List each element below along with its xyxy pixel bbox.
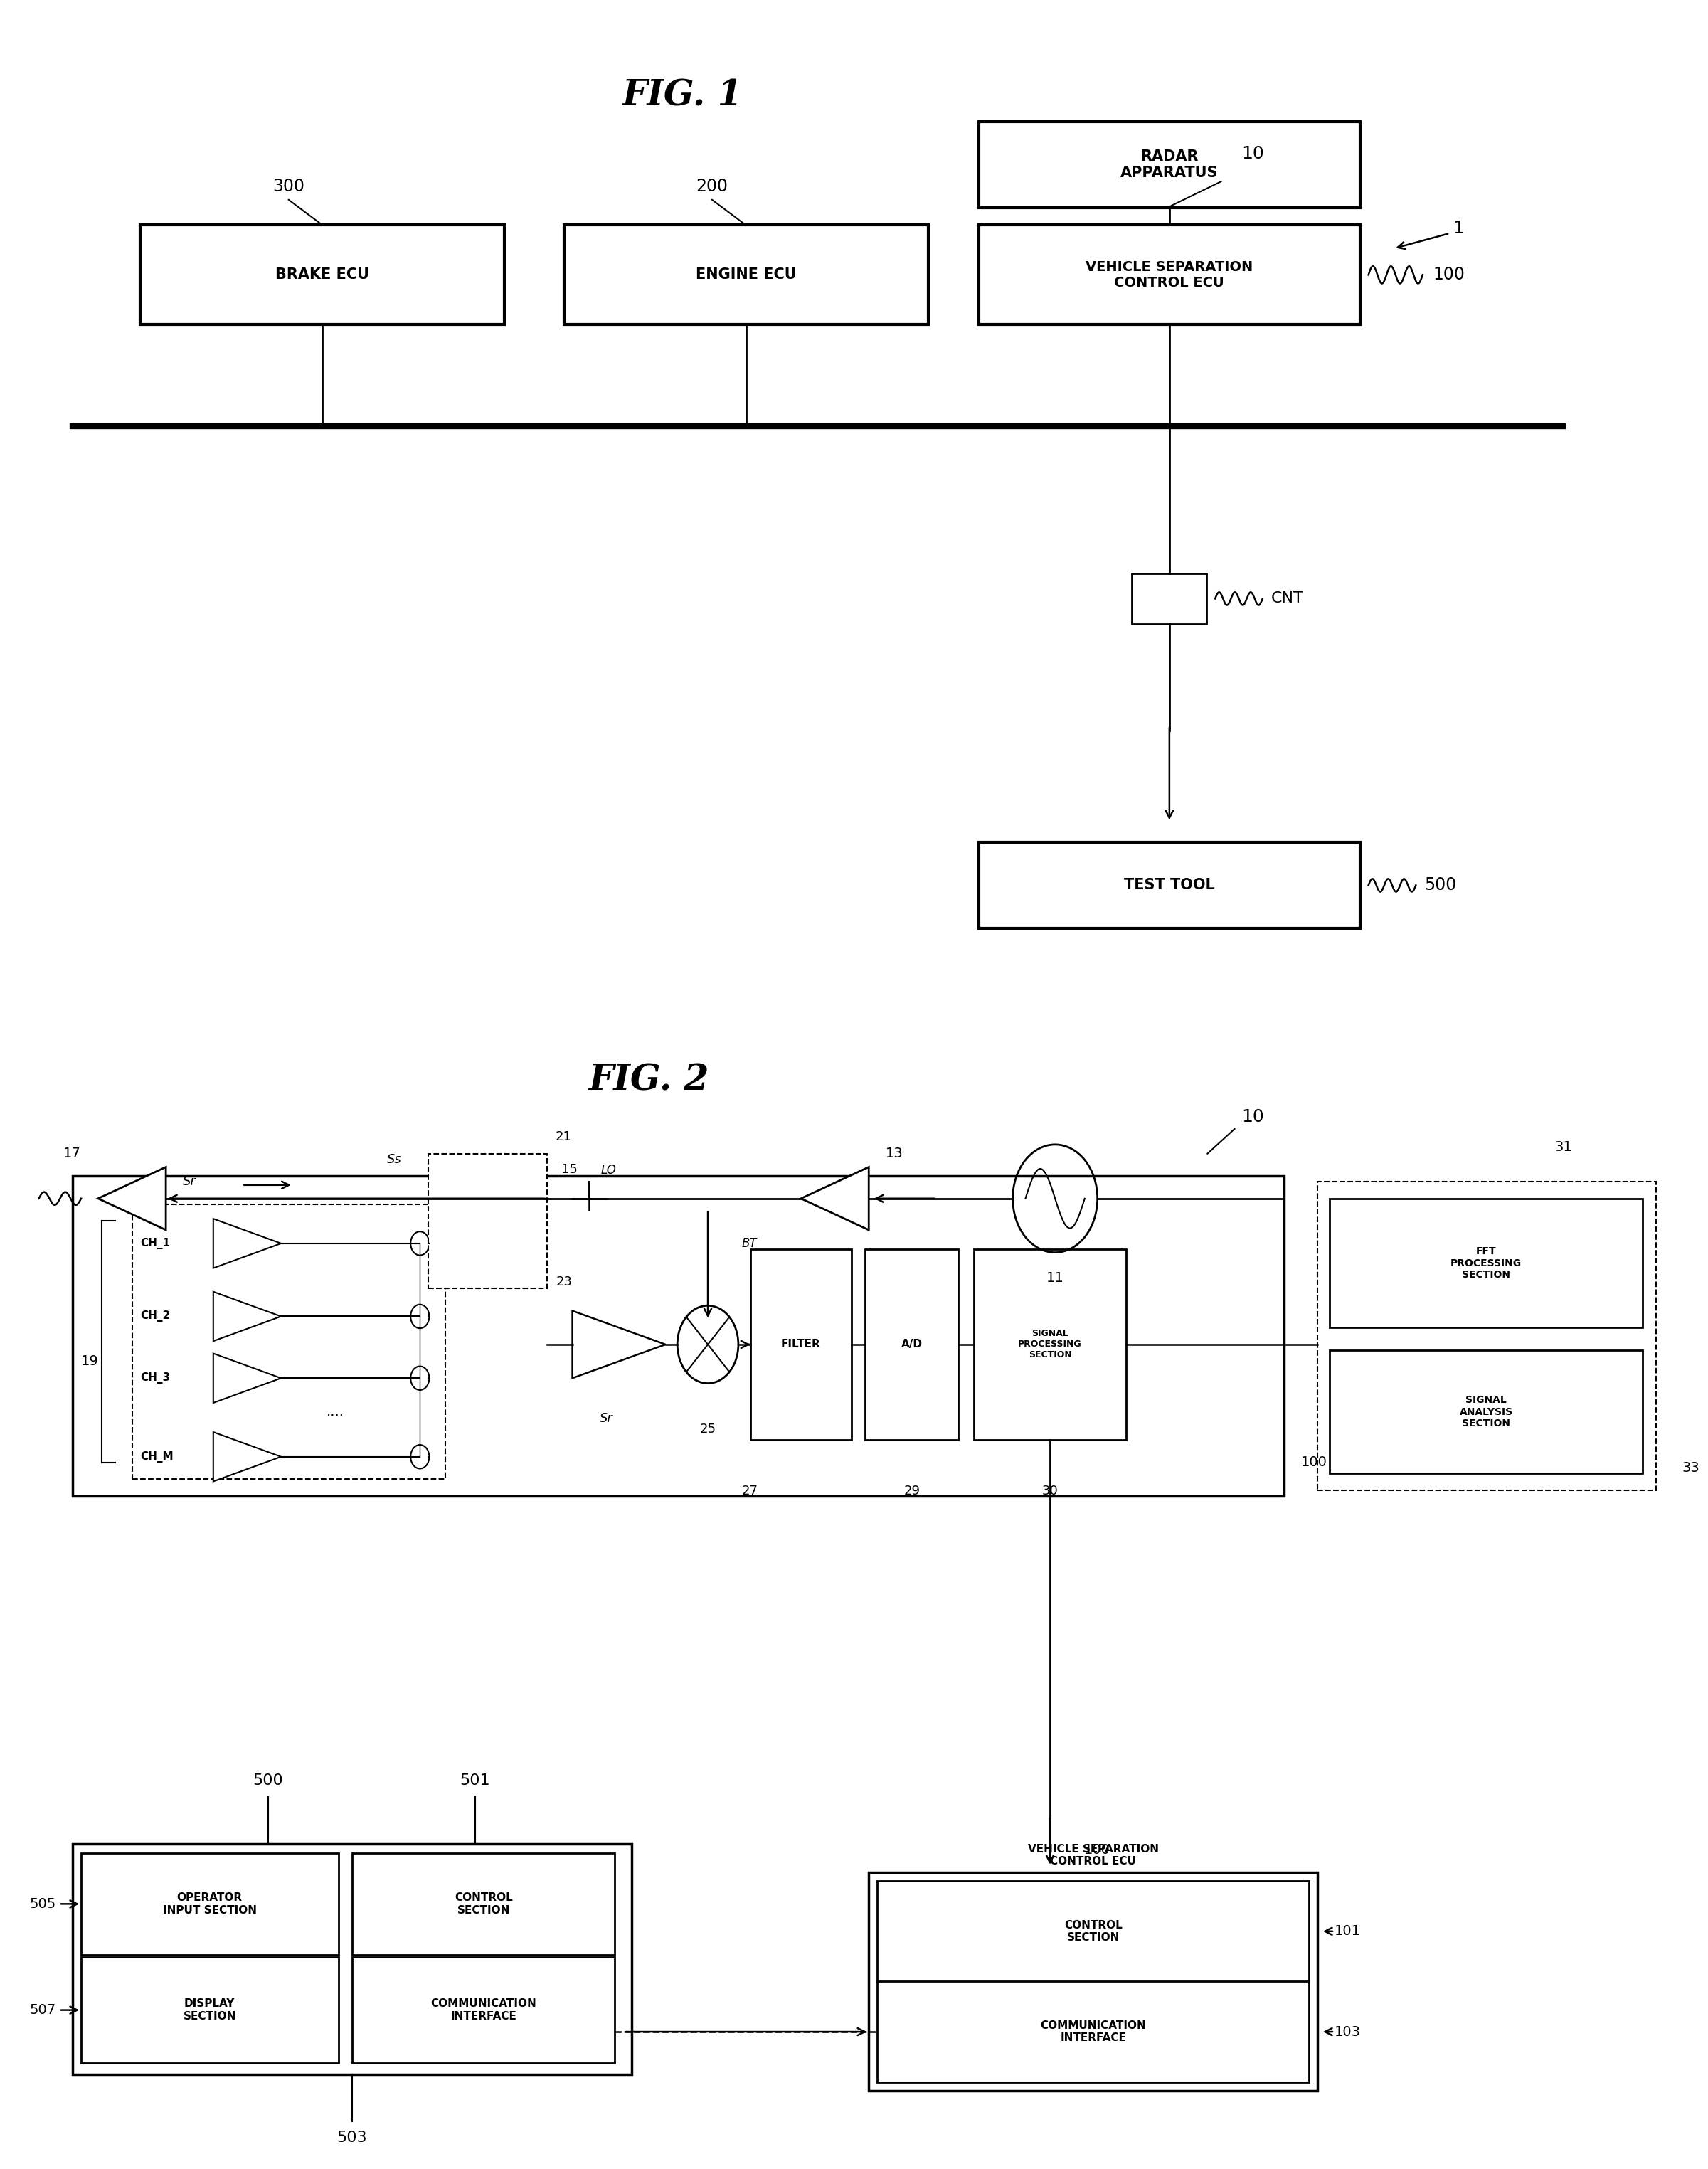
Text: CH_1: CH_1 — [140, 1238, 171, 1249]
FancyBboxPatch shape — [974, 1249, 1126, 1440]
Text: 29: 29 — [904, 1486, 921, 1497]
FancyBboxPatch shape — [1329, 1349, 1643, 1473]
Text: 31: 31 — [1554, 1141, 1571, 1154]
Text: CH_M: CH_M — [140, 1451, 174, 1462]
FancyBboxPatch shape — [429, 1154, 547, 1288]
Text: SIGNAL
PROCESSING
SECTION: SIGNAL PROCESSING SECTION — [1018, 1330, 1081, 1360]
Text: 15: 15 — [562, 1163, 577, 1176]
FancyBboxPatch shape — [878, 1982, 1308, 2082]
Text: OPERATOR
INPUT SECTION: OPERATOR INPUT SECTION — [162, 1891, 256, 1915]
Text: 500: 500 — [253, 1774, 284, 1787]
Text: 10: 10 — [1242, 1108, 1264, 1126]
Text: 11: 11 — [1047, 1271, 1064, 1284]
Text: RADAR
APPARATUS: RADAR APPARATUS — [1120, 150, 1218, 180]
Text: CONTROL
SECTION: CONTROL SECTION — [1064, 1920, 1122, 1943]
FancyBboxPatch shape — [878, 1881, 1308, 1982]
Text: DISPLAY
SECTION: DISPLAY SECTION — [183, 1998, 236, 2022]
Polygon shape — [801, 1167, 869, 1230]
Text: CONTROL
SECTION: CONTROL SECTION — [454, 1891, 512, 1915]
FancyBboxPatch shape — [73, 1844, 632, 2074]
Polygon shape — [97, 1167, 166, 1230]
Text: LO: LO — [601, 1165, 617, 1178]
Text: 30: 30 — [1042, 1486, 1057, 1497]
Text: FIG. 2: FIG. 2 — [588, 1063, 709, 1098]
Text: 103: 103 — [1334, 2026, 1361, 2039]
FancyBboxPatch shape — [1329, 1199, 1643, 1327]
Polygon shape — [214, 1219, 282, 1269]
Text: CH_2: CH_2 — [140, 1310, 171, 1323]
FancyBboxPatch shape — [979, 842, 1360, 928]
Text: TEST TOOL: TEST TOOL — [1124, 878, 1214, 891]
FancyBboxPatch shape — [869, 1872, 1317, 2091]
Text: 13: 13 — [886, 1147, 904, 1160]
Text: 300: 300 — [273, 178, 304, 195]
Text: Sr: Sr — [183, 1176, 196, 1189]
Text: 200: 200 — [697, 178, 728, 195]
Text: 1: 1 — [1454, 219, 1464, 236]
Text: BRAKE ECU: BRAKE ECU — [275, 267, 369, 282]
Polygon shape — [572, 1310, 666, 1377]
FancyBboxPatch shape — [1317, 1182, 1657, 1490]
FancyBboxPatch shape — [1132, 573, 1206, 625]
Text: COMMUNICATION
INTERFACE: COMMUNICATION INTERFACE — [430, 1998, 536, 2022]
Text: COMMUNICATION
INTERFACE: COMMUNICATION INTERFACE — [1040, 2019, 1146, 2043]
Text: BT: BT — [741, 1236, 757, 1249]
Text: A/D: A/D — [902, 1338, 922, 1349]
Text: VEHICLE SEPARATION
CONTROL ECU: VEHICLE SEPARATION CONTROL ECU — [1086, 260, 1254, 288]
Text: FILTER: FILTER — [781, 1338, 822, 1349]
Text: 17: 17 — [63, 1147, 82, 1160]
Text: 23: 23 — [555, 1275, 572, 1288]
FancyBboxPatch shape — [979, 121, 1360, 208]
Polygon shape — [214, 1432, 282, 1481]
Text: CNT: CNT — [1271, 592, 1303, 605]
Polygon shape — [214, 1293, 282, 1340]
FancyBboxPatch shape — [132, 1204, 446, 1479]
Text: 505: 505 — [29, 1898, 56, 1911]
Text: ....: .... — [326, 1406, 343, 1419]
Text: ENGINE ECU: ENGINE ECU — [695, 267, 796, 282]
Text: Sr: Sr — [600, 1412, 613, 1425]
FancyBboxPatch shape — [750, 1249, 852, 1440]
Text: FIG. 1: FIG. 1 — [622, 78, 743, 113]
FancyBboxPatch shape — [82, 1852, 338, 1954]
Text: 33: 33 — [1682, 1462, 1699, 1475]
FancyBboxPatch shape — [352, 1956, 615, 2063]
Text: 100: 100 — [1085, 1844, 1110, 1857]
Text: 507: 507 — [29, 2004, 56, 2017]
Text: 27: 27 — [741, 1486, 758, 1497]
Text: FFT
PROCESSING
SECTION: FFT PROCESSING SECTION — [1450, 1247, 1522, 1280]
FancyBboxPatch shape — [82, 1956, 338, 2063]
Polygon shape — [214, 1353, 282, 1403]
Text: Ss: Ss — [388, 1152, 401, 1165]
Text: 10: 10 — [1242, 145, 1264, 163]
Text: 503: 503 — [336, 2130, 367, 2145]
Text: 101: 101 — [1334, 1924, 1361, 1939]
Text: 100: 100 — [1433, 267, 1465, 284]
Text: 500: 500 — [1424, 876, 1457, 894]
FancyBboxPatch shape — [866, 1249, 958, 1440]
Text: SIGNAL
ANALYSIS
SECTION: SIGNAL ANALYSIS SECTION — [1459, 1395, 1513, 1429]
FancyBboxPatch shape — [73, 1176, 1284, 1497]
Text: VEHICLE SEPARATION
CONTROL ECU: VEHICLE SEPARATION CONTROL ECU — [1028, 1844, 1158, 1868]
Text: 21: 21 — [555, 1130, 572, 1143]
FancyBboxPatch shape — [564, 226, 927, 325]
Text: 100: 100 — [1301, 1455, 1327, 1468]
Text: 25: 25 — [700, 1423, 716, 1436]
Text: 19: 19 — [82, 1356, 99, 1369]
Text: 501: 501 — [459, 1774, 490, 1787]
FancyBboxPatch shape — [352, 1852, 615, 1954]
FancyBboxPatch shape — [979, 226, 1360, 325]
Text: CH_3: CH_3 — [140, 1373, 171, 1384]
FancyBboxPatch shape — [140, 226, 504, 325]
